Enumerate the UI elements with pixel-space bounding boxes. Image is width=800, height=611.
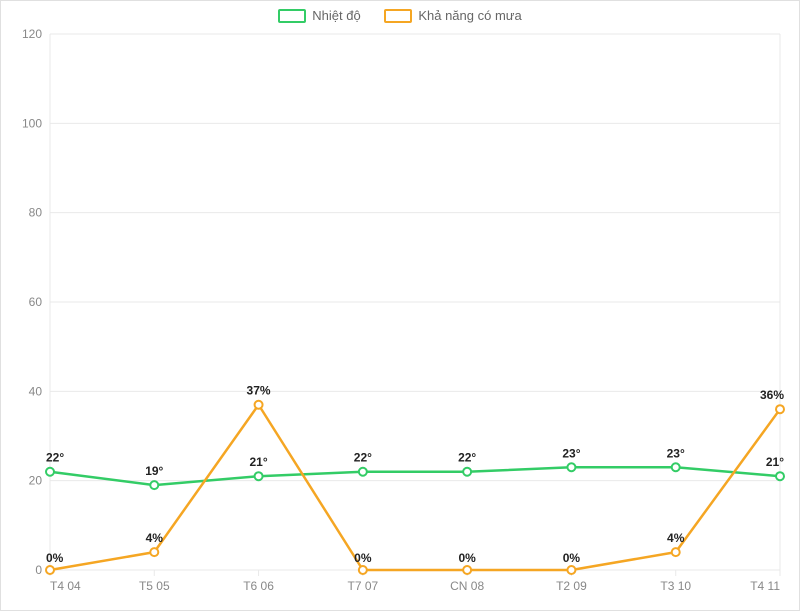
series-point-label-rain_chance: 4% — [146, 531, 164, 545]
series-point-label-rain_chance: 0% — [354, 551, 372, 565]
series-point-label-temperature: 21° — [249, 455, 267, 469]
weather-chart: Nhiệt độ Khả năng có mưa 0 20 40 60 80 100 120… — [0, 0, 800, 611]
legend-item-temperature[interactable]: Nhiệt độ — [278, 8, 360, 23]
series-point-label-rain_chance: 36% — [760, 388, 784, 402]
series-point-label-rain_chance: 0% — [458, 551, 476, 565]
legend-label-temperature: Nhiệt độ — [312, 8, 360, 23]
series-point-rain_chance[interactable] — [255, 401, 263, 409]
series-point-temperature[interactable] — [46, 468, 54, 476]
series-point-label-temperature: 22° — [354, 451, 372, 465]
x-tick-label: CN 08 — [450, 579, 484, 593]
x-tick-label: T6 06 — [243, 579, 274, 593]
series-point-rain_chance[interactable] — [359, 566, 367, 574]
series-point-rain_chance[interactable] — [567, 566, 575, 574]
series-point-label-rain_chance: 0% — [563, 551, 581, 565]
series-point-temperature[interactable] — [776, 472, 784, 480]
series-point-label-temperature: 22° — [46, 451, 64, 465]
series-point-temperature[interactable] — [567, 463, 575, 471]
series-point-label-rain_chance: 37% — [247, 384, 271, 398]
x-tick-label: T7 07 — [348, 579, 379, 593]
series-point-temperature[interactable] — [463, 468, 471, 476]
y-tick-label: 40 — [29, 384, 43, 398]
series-point-label-rain_chance: 0% — [46, 551, 64, 565]
series-point-temperature[interactable] — [359, 468, 367, 476]
y-tick-label: 100 — [22, 116, 42, 130]
series-point-rain_chance[interactable] — [463, 566, 471, 574]
x-tick-label: T3 10 — [660, 579, 691, 593]
legend-swatch-rain — [384, 9, 412, 23]
series-point-label-rain_chance: 4% — [667, 531, 685, 545]
chart-svg: 0 20 40 60 80 100 120 T4 04 T5 05 T6 06 T7 07 CN 08… — [0, 0, 800, 611]
series-point-label-temperature: 23° — [562, 446, 580, 460]
series-point-label-temperature: 19° — [145, 464, 163, 478]
series-point-temperature[interactable] — [150, 481, 158, 489]
series-point-rain_chance[interactable] — [672, 548, 680, 556]
legend-swatch-temperature — [278, 9, 306, 23]
series-point-temperature[interactable] — [255, 472, 263, 480]
x-tick-label: T5 05 — [139, 579, 170, 593]
x-tick-label: T2 09 — [556, 579, 587, 593]
series-point-label-temperature: 23° — [667, 446, 685, 460]
series-point-temperature[interactable] — [672, 463, 680, 471]
y-tick-label: 120 — [22, 27, 42, 41]
series-point-label-temperature: 21° — [766, 455, 784, 469]
series-point-rain_chance[interactable] — [150, 548, 158, 556]
series-point-rain_chance[interactable] — [46, 566, 54, 574]
series-point-label-temperature: 22° — [458, 451, 476, 465]
chart-legend: Nhiệt độ Khả năng có mưa — [0, 8, 800, 26]
y-tick-label: 0 — [35, 563, 42, 577]
x-tick-label: T4 04 — [50, 579, 81, 593]
chart-background — [0, 0, 800, 611]
x-tick-label: T4 11 — [750, 579, 780, 593]
legend-item-rain[interactable]: Khả năng có mưa — [384, 8, 521, 23]
legend-label-rain: Khả năng có mưa — [418, 8, 521, 23]
y-tick-label: 80 — [29, 206, 43, 220]
y-tick-label: 20 — [29, 474, 43, 488]
series-point-rain_chance[interactable] — [776, 405, 784, 413]
y-tick-label: 60 — [29, 295, 43, 309]
